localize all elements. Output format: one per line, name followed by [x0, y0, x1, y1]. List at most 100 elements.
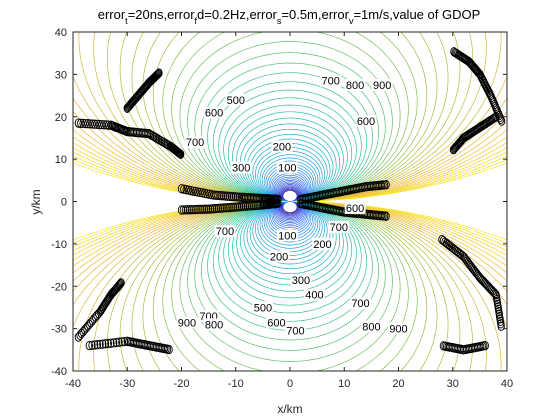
contour-line: [162, 32, 418, 371]
contour-label-bg: [276, 161, 298, 174]
contour-label-bg: [184, 136, 206, 149]
chart-title: errort=20ns,errorfd=0.2Hz,errors=0.5m,er…: [98, 7, 481, 26]
contour-line: [263, 160, 317, 243]
contour-label: 200: [313, 239, 331, 251]
label-cluster: [85, 336, 173, 355]
contour-line: [179, 32, 401, 371]
contour-label-bg: [203, 106, 225, 119]
contour-label-bg: [203, 318, 225, 331]
contour-label: 100: [278, 230, 296, 242]
contour-line: [212, 81, 368, 322]
contour-label: 300: [292, 275, 310, 287]
contour-label: 700: [330, 222, 348, 234]
contour-label-bg: [176, 316, 198, 329]
x-tick-label: 0: [287, 378, 293, 390]
x-tick-label: 40: [501, 378, 513, 390]
contour-label-bg: [285, 324, 306, 337]
contour-label: 900: [178, 317, 196, 329]
contour-label: 200: [273, 141, 291, 153]
contour-label: 900: [373, 80, 391, 92]
contour-label-bg: [388, 322, 409, 335]
x-tick-label: -20: [174, 378, 190, 390]
contour-label-bg: [344, 201, 366, 214]
contour-label-bg: [328, 220, 350, 233]
contour-label-bg: [271, 140, 293, 153]
y-tick-label: 40: [55, 27, 67, 39]
label-cluster: [177, 184, 282, 204]
contour-label-bg: [268, 250, 290, 263]
contour-label-bg: [230, 161, 252, 174]
x-axis-ticks: -40 -30 -20 -10 0 10 20 30 40: [65, 32, 513, 390]
contour-line: [261, 157, 319, 246]
contour-label: 700: [286, 326, 304, 338]
contour-label: 700: [186, 137, 204, 149]
x-axis-label: x/km: [277, 402, 302, 416]
y-tick-label: 10: [55, 154, 67, 166]
x-tick-label: 20: [392, 378, 404, 390]
label-cluster: [74, 118, 185, 159]
contour-label-bg: [304, 288, 325, 301]
contour-line: [171, 32, 409, 371]
y-tick-label: -30: [51, 324, 67, 336]
contour-label: 500: [227, 95, 245, 107]
x-tick-label: 10: [338, 378, 350, 390]
contour-label-bg: [214, 225, 236, 238]
title-part-4: d=0.2Hz,error: [197, 7, 278, 22]
x-tick-label: -40: [65, 378, 81, 390]
contour-label: 800: [362, 322, 380, 334]
contour-label-bg: [290, 273, 312, 286]
contour-label: 700: [216, 226, 234, 238]
contour-label-bg: [350, 297, 371, 310]
y-tick-label: -40: [51, 366, 67, 378]
y-tick-label: -10: [51, 239, 67, 251]
contour-line: [249, 138, 331, 265]
title-part-3: f: [195, 16, 198, 26]
contour-label-bg: [344, 79, 366, 91]
contour-label: 400: [305, 290, 323, 302]
contour-label: 900: [389, 324, 407, 336]
title-part-8: =1m/s,value of GDOP: [353, 7, 480, 22]
label-cluster: [450, 47, 506, 126]
label-cluster: [123, 68, 163, 113]
contour-label-bg: [360, 320, 382, 333]
dense-contour-label-clusters: [74, 47, 506, 355]
contour-label: 700: [351, 298, 369, 310]
label-cluster: [438, 234, 505, 331]
title-part-7: v: [349, 16, 354, 26]
x-tick-label: -10: [228, 378, 244, 390]
contour-label-bg: [320, 74, 342, 87]
contour-line: [207, 72, 373, 331]
label-cluster: [297, 180, 390, 205]
y-tick-label: -20: [51, 281, 67, 293]
contour-label: 500: [254, 302, 272, 314]
label-cluster: [177, 198, 282, 215]
contour-label: 700: [322, 76, 340, 88]
contour-label: 800: [205, 319, 223, 331]
contour-label: 100: [278, 163, 296, 175]
label-cluster: [449, 112, 500, 155]
contour-label-bg: [225, 93, 247, 106]
contour-label: 300: [232, 163, 250, 175]
contour-line: [259, 154, 321, 249]
contour-label-bg: [371, 79, 393, 91]
title-part-0: error: [98, 7, 126, 22]
title-part-5: s: [277, 16, 282, 26]
contour-label: 800: [346, 80, 364, 92]
label-cluster: [439, 340, 489, 355]
y-tick-label: 0: [61, 197, 67, 209]
label-cluster: [74, 278, 125, 342]
contour-label: 600: [267, 317, 285, 329]
contour-label-bg: [252, 301, 274, 314]
contour-line: [142, 32, 438, 371]
title-part-1: t: [125, 16, 128, 26]
contour-label: 600: [205, 108, 223, 120]
contour-line: [246, 133, 334, 270]
contour-label-bg: [276, 229, 298, 242]
contour-label-bg: [355, 115, 377, 127]
contour-labels: 100 100 200 200 200 300 300 400 500 500 600 600 600 6…: [176, 74, 409, 338]
contour-line: [73, 97, 507, 306]
x-tick-label: 30: [447, 378, 459, 390]
